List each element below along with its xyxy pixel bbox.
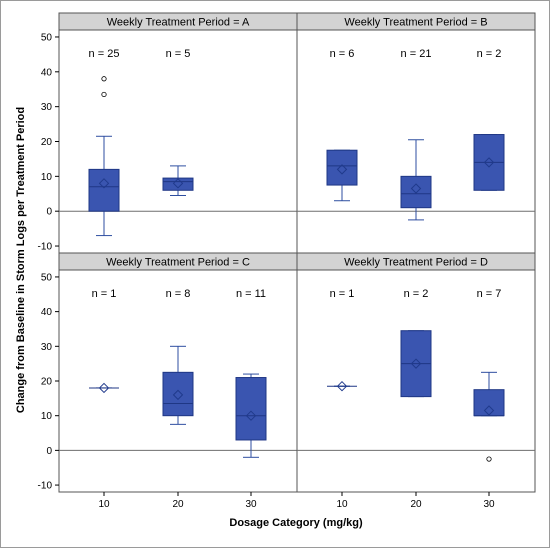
x-axis-title: Dosage Category (mg/kg) [229,517,363,529]
mean-marker [336,380,348,392]
panels-group: Weekly Treatment Period = A n = 25 n = 5 We… [58,12,536,493]
n-count-label: n = 1 [92,288,117,300]
x-tick-label: 10 [98,499,110,510]
y-tick-label: 20 [41,137,53,148]
panel-title: Weekly Treatment Period = B [344,17,487,29]
outlier-point [101,91,107,98]
panel-title: Weekly Treatment Period = C [106,257,250,269]
y-tick-label: 40 [41,307,53,318]
n-count-label: n = 11 [236,288,266,300]
y-tick-label: 0 [46,446,52,457]
x-axis-col-1: 10 20 30 [98,492,257,510]
y-tick-label: 20 [41,377,53,388]
box-10: n = 1 [327,288,357,392]
panel-4: Weekly Treatment Period = D n = 1 n = 2 n =… [296,252,536,493]
n-count-label: n = 1 [330,288,355,300]
box-30: n = 11 [235,288,267,458]
n-count-label: n = 2 [477,48,502,60]
mean-marker [172,178,184,189]
panel-3: Weekly Treatment Period = C n = 1 n = 8 n =… [58,252,298,493]
outlier-point [486,456,492,462]
y-tick-label: -10 [38,242,53,253]
interquartile-box [400,175,432,209]
n-count-label: n = 2 [404,288,429,300]
n-count-label: n = 6 [330,48,355,60]
x-tick-label: 20 [172,499,184,510]
y-tick-label: 50 [41,272,53,283]
box-10: n = 1 [89,288,119,394]
panel-2: Weekly Treatment Period = B n = 6 n = 21 n … [296,12,536,254]
mean-marker [410,183,422,194]
box-30: n = 7 [473,288,505,462]
mean-marker [172,389,184,401]
y-tick-label: 10 [41,411,53,422]
x-tick-label: 30 [245,499,257,510]
n-count-label: n = 25 [89,48,120,60]
y-axis-title: Change from Baseline in Storm Logs per T… [15,107,27,413]
n-count-label: n = 7 [477,288,502,300]
mean-marker [483,157,495,168]
y-tick-label: 10 [41,172,53,183]
y-tick-label: -10 [38,481,53,492]
interquartile-box [473,389,505,417]
y-tick-label: 30 [41,342,53,353]
x-tick-label: 20 [410,499,422,510]
interquartile-box [88,168,120,212]
interquartile-box [162,371,194,417]
mean-marker [336,164,348,175]
panel-title: Weekly Treatment Period = D [344,257,488,269]
interquartile-box [326,149,358,186]
box-20: n = 5 [162,48,194,197]
box-30: n = 2 [473,48,505,191]
box-20: n = 8 [162,288,194,425]
x-tick-label: 30 [483,499,495,510]
mean-marker [410,358,422,369]
mean-marker [483,405,495,416]
box-20: n = 21 [400,48,432,221]
panel-title: Weekly Treatment Period = A [107,17,250,29]
y-tick-label: 30 [41,102,53,113]
y-axis-row-1: -10 0 10 20 30 40 50 [38,32,59,253]
n-count-label: n = 21 [401,48,432,60]
mean-marker [98,178,110,189]
n-count-label: n = 8 [166,288,191,300]
box-10: n = 25 [88,48,120,237]
mean-marker [98,382,110,394]
y-axis-row-2: -10 0 10 20 30 40 50 [38,272,59,492]
n-count-label: n = 5 [166,48,191,60]
box-10: n = 6 [326,48,358,202]
box-20: n = 2 [400,288,432,398]
y-tick-label: 50 [41,32,53,43]
x-tick-label: 10 [336,499,348,510]
y-tick-label: 0 [46,207,52,218]
axes-group: -10 0 10 20 30 40 50 -10 0 10 20 30 40 50 10 20 30 10 20 30 [38,32,495,510]
outlier-point [101,76,107,82]
x-axis-col-2: 10 20 30 [336,492,495,510]
mean-marker [245,410,257,421]
interquartile-box [235,377,267,441]
y-tick-label: 40 [41,67,53,78]
